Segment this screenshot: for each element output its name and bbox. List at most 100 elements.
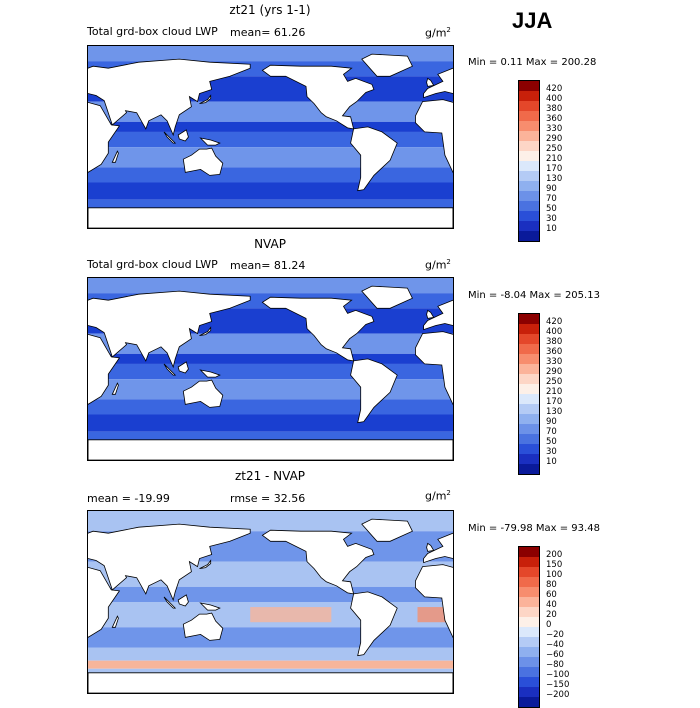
colorbar-swatch xyxy=(519,404,539,414)
coastline xyxy=(177,361,189,374)
colorbar-swatch xyxy=(519,201,539,211)
panel-1-subtitle: Total grd-box cloud LWP xyxy=(87,25,218,38)
colorbar-swatch xyxy=(519,597,539,607)
colorbar-swatch xyxy=(519,191,539,201)
panel-2-min-max: Min = -8.04 Max = 205.13 xyxy=(468,290,600,301)
colorbar-tick-label: 210 xyxy=(546,387,563,397)
colorbar-tick-label: 330 xyxy=(546,357,563,367)
coastline xyxy=(361,518,413,542)
colorbar-swatch xyxy=(519,91,539,101)
colorbar-tick-label: 420 xyxy=(546,84,563,94)
colorbar-swatch xyxy=(519,334,539,344)
colorbar-swatch xyxy=(519,627,539,637)
coastline xyxy=(111,382,119,395)
panel-3-mean: mean = -19.99 xyxy=(87,492,170,505)
colorbar-tick-label: 380 xyxy=(546,104,563,114)
colorbar-swatch xyxy=(519,161,539,171)
colorbar-tick-label: 80 xyxy=(546,580,557,590)
colorbar-tick-label: −200 xyxy=(546,690,570,700)
coastline xyxy=(88,566,121,638)
panel-2-subtitle: Total grd-box cloud LWP xyxy=(87,258,218,271)
colorbar-tick-label: 40 xyxy=(546,600,557,610)
coastline xyxy=(88,101,121,173)
colorbar-swatch xyxy=(519,454,539,464)
colorbar-tick-label: 10 xyxy=(546,224,557,234)
colorbar-tick-label: 130 xyxy=(546,407,563,417)
colorbar-swatch xyxy=(519,314,539,324)
colorbar-swatch xyxy=(519,211,539,221)
panel-2-title: NVAP xyxy=(254,237,286,251)
panel-2-colorbar xyxy=(518,313,540,475)
colorbar-tick-label: −80 xyxy=(546,660,564,670)
colorbar-tick-label: 50 xyxy=(546,204,557,214)
colorbar-swatch xyxy=(519,687,539,697)
colorbar-swatch xyxy=(519,181,539,191)
colorbar-tick-label: 360 xyxy=(546,114,563,124)
panel-3-colorbar xyxy=(518,546,540,708)
coastline xyxy=(88,333,121,405)
colorbar-tick-label: 30 xyxy=(546,214,557,224)
colorbar-tick-label: 420 xyxy=(546,317,563,327)
colorbar-tick-label: 200 xyxy=(546,550,563,560)
coastline xyxy=(426,542,435,552)
colorbar-tick-label: 50 xyxy=(546,437,557,447)
colorbar-tick-label: 330 xyxy=(546,124,563,134)
coastline xyxy=(182,379,224,408)
coastline xyxy=(88,523,251,602)
colorbar-swatch xyxy=(519,444,539,454)
colorbar-swatch xyxy=(519,151,539,161)
colorbar-swatch xyxy=(519,547,539,557)
colorbar-tick-label: −40 xyxy=(546,640,564,650)
coastline xyxy=(177,594,189,607)
colorbar-tick-label: 70 xyxy=(546,194,557,204)
panel-2-mean: mean= 81.24 xyxy=(230,259,306,272)
coastline xyxy=(88,290,251,369)
coastline xyxy=(426,309,435,319)
coastline xyxy=(415,99,453,173)
colorbar-swatch xyxy=(519,464,539,474)
coastline xyxy=(163,131,177,144)
colorbar-swatch xyxy=(519,637,539,647)
coastline xyxy=(199,326,212,336)
colorbar-tick-label: 100 xyxy=(546,570,563,580)
panel-1-title: zt21 (yrs 1-1) xyxy=(229,3,311,17)
field-band xyxy=(88,363,453,380)
colorbar-tick-label: −20 xyxy=(546,630,564,640)
field-band xyxy=(88,627,453,648)
coastline xyxy=(361,53,413,77)
colorbar-tick-label: 210 xyxy=(546,154,563,164)
panel-3-rmse: rmse = 32.56 xyxy=(230,492,306,505)
colorbar-tick-label: 290 xyxy=(546,367,563,377)
panel-1-min-max: Min = 0.11 Max = 200.28 xyxy=(468,57,597,68)
coastline xyxy=(199,94,212,104)
colorbar-swatch xyxy=(519,364,539,374)
panel-2-map xyxy=(87,277,454,461)
colorbar-swatch xyxy=(519,344,539,354)
colorbar-swatch xyxy=(519,171,539,181)
field-band xyxy=(88,278,453,294)
panel-1-colorbar xyxy=(518,80,540,242)
colorbar-tick-label: 0 xyxy=(546,620,552,630)
colorbar-tick-label: 400 xyxy=(546,94,563,104)
coastline xyxy=(182,147,224,176)
coastline xyxy=(163,363,177,376)
coastline xyxy=(350,358,398,424)
colorbar-tick-label: 20 xyxy=(546,610,557,620)
coastline xyxy=(361,285,413,309)
field-band xyxy=(88,647,453,661)
colorbar-tick-label: −100 xyxy=(546,670,570,680)
coastline xyxy=(111,150,119,163)
colorbar-tick-label: 60 xyxy=(546,590,557,600)
colorbar-tick-label: 380 xyxy=(546,337,563,347)
coastline xyxy=(199,559,212,569)
colorbar-swatch xyxy=(519,131,539,141)
coastline xyxy=(426,77,435,87)
colorbar-swatch xyxy=(519,577,539,587)
panel-1-map xyxy=(87,45,454,229)
colorbar-swatch xyxy=(519,414,539,424)
colorbar-swatch xyxy=(519,434,539,444)
colorbar-tick-label: 70 xyxy=(546,427,557,437)
field-band xyxy=(88,379,453,400)
colorbar-swatch xyxy=(519,221,539,231)
colorbar-tick-label: 170 xyxy=(546,164,563,174)
